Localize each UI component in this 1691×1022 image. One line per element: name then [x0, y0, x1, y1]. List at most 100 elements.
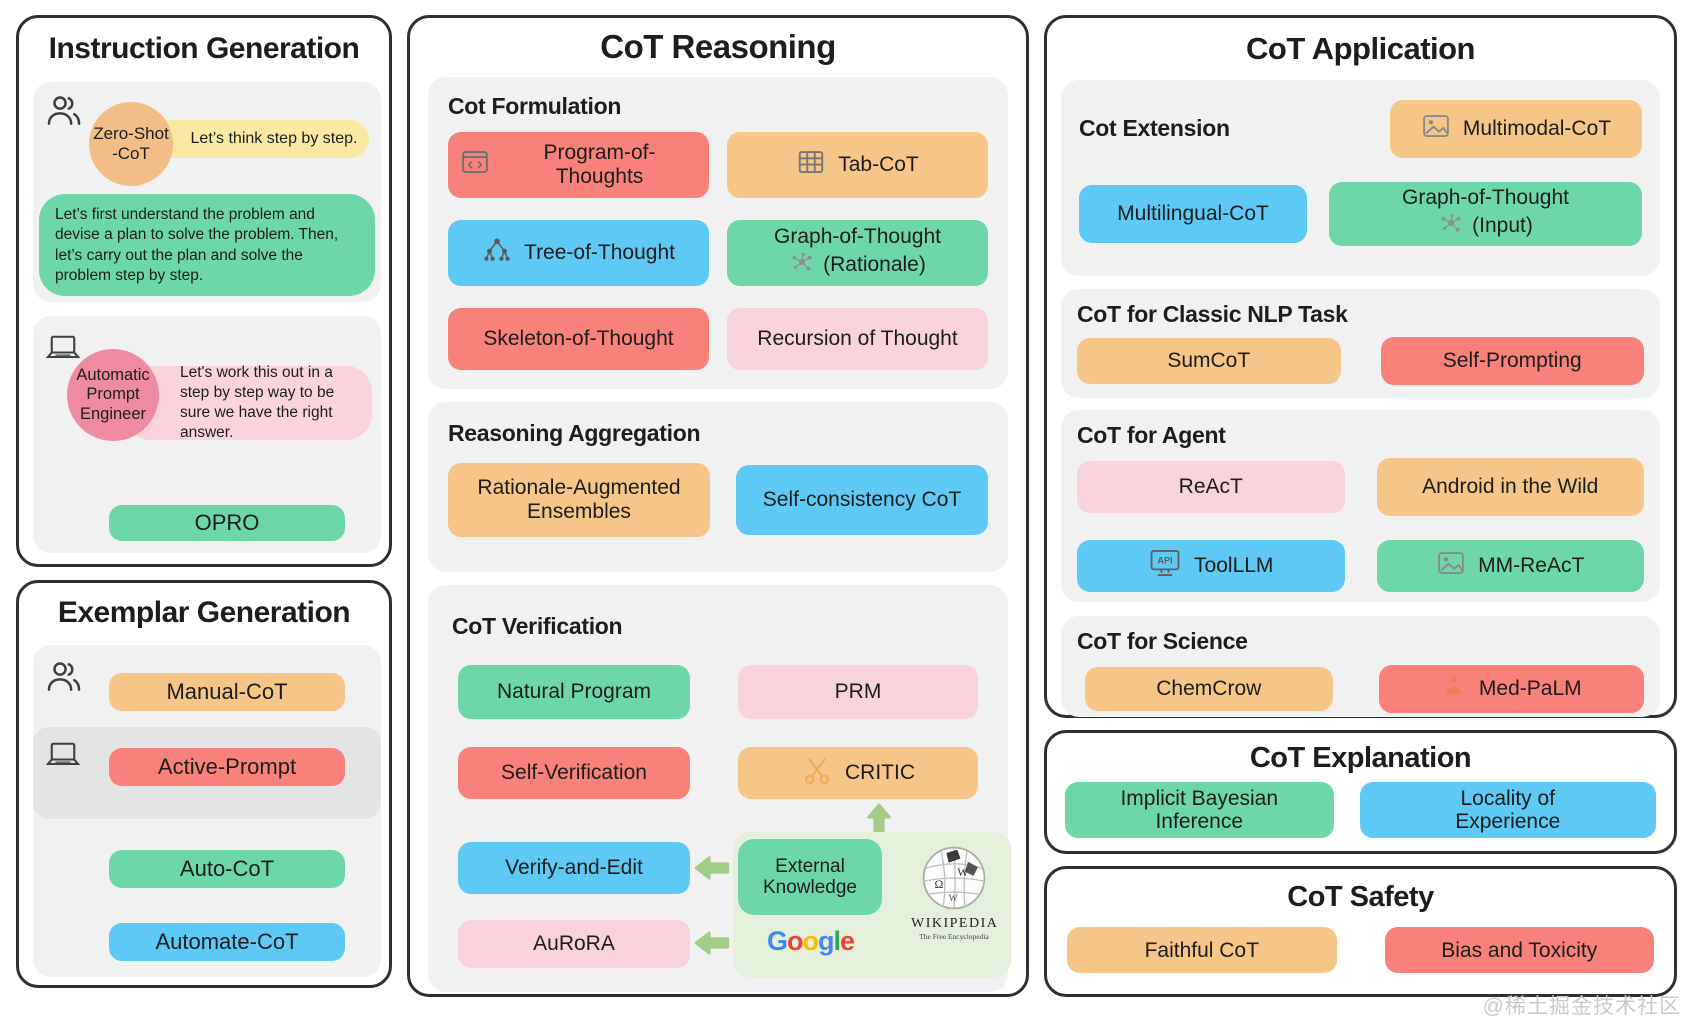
reasoning-aggregation-section: Reasoning Aggregation Rationale-Augmente…: [428, 401, 1008, 572]
rationale-augmented-chip: Rationale-Augmented Ensembles: [448, 462, 710, 537]
svg-text:W: W: [957, 865, 969, 879]
table-icon: [796, 147, 826, 183]
wikipedia-globe-icon: Ω W W: [911, 840, 997, 916]
ape-prompt-bubble: Let's work this out in a step by step wa…: [124, 364, 372, 441]
laptop-icon: [45, 330, 81, 371]
cot-formulation-label: Cot Formulation: [448, 92, 622, 119]
prm-chip: PRM: [738, 664, 978, 719]
opro-chip: OPRO: [109, 505, 345, 541]
instruction-generation-title: Instruction Generation: [48, 32, 360, 65]
wikipedia-subtitle: The Free Encyclopedia: [919, 931, 989, 941]
exemplar-panel: Manual-CoT Active-Prompt Auto-CoT: [33, 645, 381, 977]
verify-and-edit-chip: Verify-and-Edit: [458, 841, 690, 894]
graph-icon: [1438, 210, 1464, 242]
cot-extension-label: Cot Extension: [1079, 115, 1230, 142]
chemcrow-chip: ChemCrow: [1085, 666, 1333, 711]
external-knowledge-container: External Knowledge Google Ω: [733, 831, 1011, 977]
arrow-left-icon: [694, 930, 730, 961]
svg-text:API: API: [1157, 556, 1172, 566]
zero-shot-panel: Let’s think step by step. Zero-Shot -CoT…: [33, 82, 381, 302]
cot-safety-title: CoT Safety: [1287, 881, 1434, 913]
zero-shot-cot-circle: Zero-Shot -CoT: [89, 102, 173, 186]
react-chip: ReAcT: [1077, 460, 1345, 513]
cot-extension-section: Cot Extension Multimodal-CoT Multil: [1061, 79, 1660, 276]
cot-agent-label: CoT for Agent: [1077, 421, 1226, 448]
self-consistency-chip: Self-consistency CoT: [736, 464, 988, 535]
multimodal-cot-chip: Multimodal-CoT: [1390, 99, 1642, 158]
tools-icon: [801, 754, 833, 792]
watermark: @稀土掘金技术社区: [1482, 995, 1681, 1018]
cot-application-title: CoT Application: [1246, 31, 1476, 66]
faithful-cot-chip: Faithful CoT: [1067, 927, 1337, 974]
med-icon: [1441, 673, 1467, 705]
auto-band: Active-Prompt: [33, 727, 381, 819]
exemplar-generation-box: Exemplar Generation Manual-CoT: [16, 580, 392, 988]
plan-and-solve-text: Let’s first understand the problem and d…: [55, 206, 339, 285]
svg-text:W: W: [949, 893, 959, 904]
self-verification-chip: Self-Verification: [458, 746, 690, 799]
google-logo: Google: [767, 925, 855, 956]
cot-science-label: CoT for Science: [1077, 627, 1248, 654]
cot-verification-label: CoT Verification: [452, 612, 623, 639]
graph-icon: [789, 249, 815, 281]
auto-cot-chip: Auto-CoT: [109, 850, 345, 888]
active-prompt-chip: Active-Prompt: [109, 748, 345, 786]
ape-prompt-text: Let's work this out in a step by step wa…: [180, 363, 335, 442]
recursion-of-thought-chip: Recursion of Thought: [727, 307, 988, 370]
arrow-left-icon: [694, 855, 730, 886]
instruction-generation-box: Instruction Generation Let’s think step …: [16, 15, 392, 567]
users-icon: [45, 92, 83, 135]
users-icon: [45, 658, 83, 701]
mm-react-chip: MM-ReAcT: [1376, 539, 1644, 592]
external-knowledge-chip: External Knowledge: [738, 838, 882, 915]
toolllm-chip: API ToolLLM: [1077, 539, 1345, 592]
cot-reasoning-title: CoT Reasoning: [600, 28, 836, 65]
bias-and-toxicity-chip: Bias and Toxicity: [1384, 927, 1654, 974]
graph-of-thought-input-chip: Graph-of-Thought: [1329, 181, 1642, 246]
aurora-chip: AuRoRA: [458, 919, 690, 968]
laptop-icon: [45, 737, 81, 778]
implicit-bayesian-chip: Implicit Bayesian Inference: [1065, 782, 1334, 839]
cot-explanation-box: CoT Explanation Implicit Bayesian Infere…: [1044, 730, 1677, 854]
med-palm-chip: Med-PaLM: [1378, 664, 1644, 713]
image-icon: [1436, 548, 1466, 584]
sumcot-chip: SumCoT: [1077, 337, 1341, 384]
wikipedia-title: WIKIPEDIA: [911, 915, 999, 931]
multilingual-cot-chip: Multilingual-CoT: [1079, 184, 1307, 243]
critic-chip: CRITIC: [738, 746, 978, 799]
tree-icon: [482, 235, 512, 271]
image-icon: [1421, 111, 1451, 147]
cot-agent-section: CoT for Agent ReAcT Android in the Wild …: [1061, 409, 1660, 602]
natural-program-chip: Natural Program: [458, 664, 690, 719]
zero-shot-prompt-bubble: Let’s think step by step.: [145, 120, 369, 158]
program-of-thoughts-chip: Program-of-Thoughts: [448, 131, 709, 198]
android-in-the-wild-chip: Android in the Wild: [1376, 457, 1644, 516]
cot-nlp-label: CoT for Classic NLP Task: [1077, 300, 1348, 327]
cot-formulation-section: Cot Formulation Program-of-Thoughts: [428, 76, 1008, 389]
exemplar-generation-title: Exemplar Generation: [57, 596, 351, 629]
api-icon: API: [1148, 546, 1182, 586]
wikipedia-logo: Ω W W WIKIPEDIA The Free Encyclopedia: [911, 840, 997, 941]
code-window-icon: [460, 147, 490, 183]
ape-circle: Automatic Prompt Engineer: [67, 349, 159, 441]
ape-panel: Let's work this out in a step by step wa…: [33, 316, 381, 553]
graph-of-thought-rationale-chip: Graph-of-Thought: [727, 219, 988, 286]
cot-science-section: CoT for Science ChemCrow Med-PaLM: [1061, 615, 1660, 717]
cot-explanation-title: CoT Explanation: [1249, 742, 1472, 774]
skeleton-of-thought-chip: Skeleton-of-Thought: [448, 307, 709, 370]
cot-application-box: CoT Application Cot Extension Multimodal…: [1044, 15, 1677, 718]
manual-cot-chip: Manual-CoT: [109, 673, 345, 711]
zero-shot-prompt-text: Let’s think step by step.: [190, 130, 358, 147]
plan-and-solve-bubble: Let’s first understand the problem and d…: [39, 194, 375, 296]
locality-of-experience-chip: Locality of Experience: [1359, 782, 1656, 839]
self-prompting-chip: Self-Prompting: [1380, 336, 1644, 385]
cot-reasoning-box: CoT Reasoning Cot Formulation Program-of…: [407, 15, 1029, 997]
cot-safety-box: CoT Safety Faithful CoT Bias and Toxicit…: [1044, 866, 1677, 997]
reasoning-aggregation-label: Reasoning Aggregation: [448, 419, 701, 446]
tree-of-thought-chip: Tree-of-Thought: [448, 219, 709, 286]
automate-cot-chip: Automate-CoT: [109, 923, 345, 961]
cot-verification-section: CoT Verification Natural Program PRM Sel…: [428, 584, 1011, 992]
svg-text:Ω: Ω: [934, 877, 943, 891]
cot-nlp-section: CoT for Classic NLP Task SumCoT Self-Pro…: [1061, 288, 1660, 398]
